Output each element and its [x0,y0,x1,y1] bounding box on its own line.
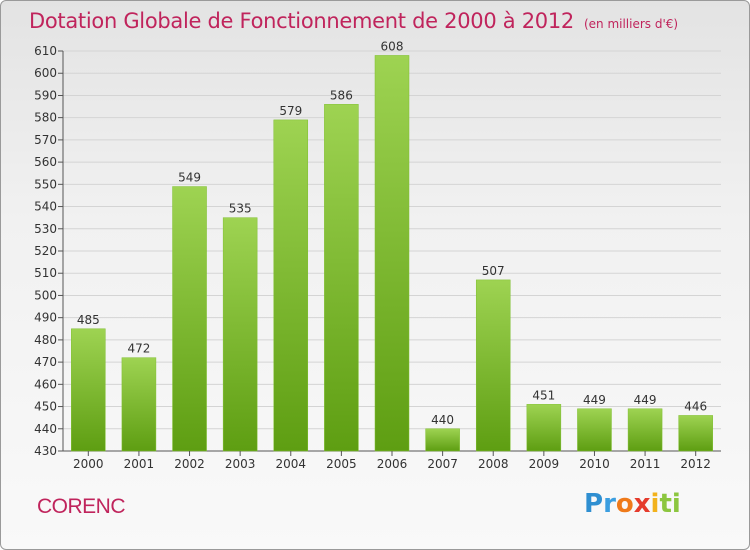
y-tick-label: 480 [34,333,57,347]
bar [121,357,157,452]
x-tick-label: 2012 [680,457,711,471]
logo-letter-4: x [633,489,651,519]
logo-letter-2: r [603,489,616,519]
data-label: 507 [482,264,505,278]
y-tick-label: 560 [34,155,57,169]
y-tick-label: 520 [34,244,57,258]
y-tick-label: 430 [34,444,57,458]
data-label: 485 [77,313,100,327]
x-tick-label: 2004 [275,457,306,471]
data-label: 586 [330,88,353,102]
logo-letter-3: o [615,489,634,519]
y-tick-label: 490 [34,311,57,325]
chart-title: Dotation Globale de Fonctionnement de 20… [29,9,678,33]
chart-title-text: Dotation Globale de Fonctionnement de 20… [29,9,574,33]
data-label: 472 [127,342,150,356]
data-label: 549 [178,171,201,185]
y-tick-label: 460 [34,377,57,391]
x-tick-label: 2000 [73,457,104,471]
x-tick-label: 2002 [174,457,205,471]
y-tick-label: 510 [34,266,57,280]
data-label: 440 [431,413,454,427]
y-tick-label: 530 [34,222,57,236]
y-tick-label: 500 [34,288,57,302]
data-label: 535 [229,202,252,216]
bar [425,428,460,452]
y-tick-label: 440 [34,422,57,436]
data-label: 449 [583,393,606,407]
x-tick-label: 2003 [225,457,256,471]
proxiti-logo: Proxiti [584,489,681,519]
y-tick-label: 540 [34,200,57,214]
logo-letter-5: i [650,489,660,519]
bar [71,328,106,452]
x-tick-label: 2009 [529,457,560,471]
commune-name: CORENC [37,495,126,518]
data-label: 446 [684,399,707,413]
data-label: 579 [279,104,302,118]
y-tick-label: 580 [34,111,57,125]
x-tick-label: 2006 [377,457,408,471]
y-tick-label: 600 [34,66,57,80]
y-tick-label: 590 [34,88,57,102]
bar [627,408,663,452]
x-tick-label: 2007 [427,457,458,471]
bar [526,404,562,452]
bar [475,279,511,452]
data-label: 451 [532,388,555,402]
bar [222,217,258,452]
y-tick-label: 450 [34,400,57,414]
y-tick-label: 550 [34,177,57,191]
y-tick-label: 470 [34,355,57,369]
bar [678,415,713,452]
x-tick-label: 2010 [579,457,610,471]
x-tick-label: 2005 [326,457,357,471]
x-tick-label: 2011 [630,457,661,471]
bar [577,408,612,452]
y-tick-label: 570 [34,133,57,147]
logo-letter-6: ti [659,489,681,519]
bar [374,55,410,452]
chart-subtitle: (en milliers d'€) [583,17,679,31]
logo-letter-1: P [584,489,604,519]
bar [172,186,207,452]
x-tick-label: 2001 [124,457,155,471]
bar [324,104,359,452]
y-tick-label: 610 [34,44,57,58]
bar [273,119,309,452]
x-tick-label: 2008 [478,457,509,471]
data-label: 449 [634,393,657,407]
data-label: 608 [381,39,404,53]
